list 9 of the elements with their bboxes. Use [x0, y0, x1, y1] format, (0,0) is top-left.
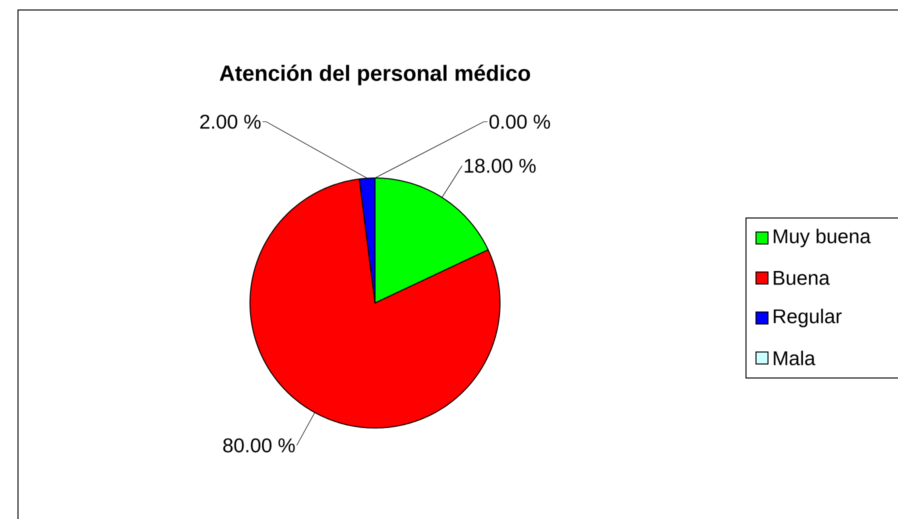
legend-label: Regular: [774, 308, 842, 328]
data-label: 18.00 %: [464, 158, 536, 173]
text: 0.00 %: [489, 114, 550, 129]
data-label: 2.00 %: [200, 114, 261, 129]
legend-label: Buena: [774, 271, 830, 285]
legend-label: Mala: [774, 350, 816, 366]
legend-label: Muy buena: [774, 228, 871, 248]
data-label: 80.00 %: [223, 438, 295, 452]
chart-title: Atención del personal médico: [220, 64, 530, 86]
